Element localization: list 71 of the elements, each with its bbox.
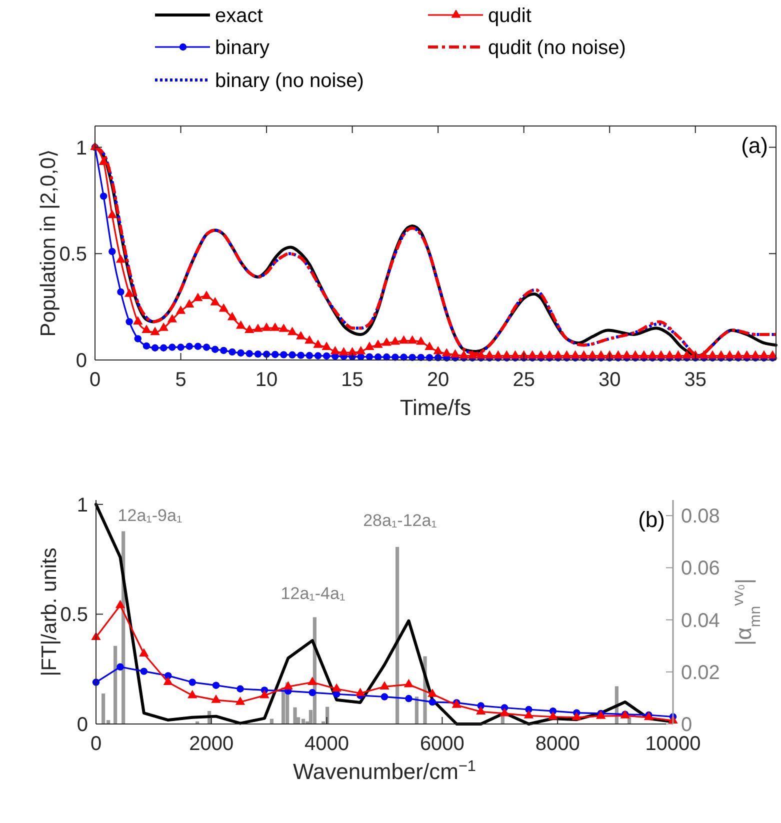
point [380,681,390,690]
y-tick-label: 0 [76,714,88,736]
bar [293,707,297,724]
point [380,693,388,700]
annotation: (a) [741,133,768,158]
point [333,690,340,698]
x-tick-label: 35 [684,369,707,391]
point [355,688,366,696]
point [572,712,582,720]
point [188,690,198,698]
y-axis-title: |FT|/arb. units [38,548,61,676]
y2-tick-label: 0 [681,714,692,736]
x-tick-label: 10 [255,369,278,391]
x-tick-label: 10000 [645,733,701,755]
point [116,663,124,670]
annotation: (b) [638,507,665,532]
x-tick-label: 0 [90,733,102,755]
x-tick-label: 30 [598,369,621,391]
bar [114,646,118,724]
x-tick-label: 8000 [535,733,580,755]
point [308,688,316,696]
y2-tick-label: 0.04 [681,610,720,632]
point [140,668,148,675]
y2-tick-label: 0.06 [681,558,720,580]
point [260,690,270,698]
y-tick-label: 0.5 [60,604,88,626]
point [212,682,220,689]
point [405,694,412,702]
x-tick-label: 4000 [304,733,350,755]
x-axis-title: Time/fs [400,395,472,420]
bar [414,696,418,724]
point [332,683,342,692]
point [476,706,486,714]
annotation: 12a₁-4a₁ [280,584,346,603]
y2-tick-label: 0.02 [681,662,720,684]
y-tick-label: 1 [76,494,88,516]
point [428,698,436,706]
bar [396,546,400,724]
point [139,648,149,656]
x-tick-label: 5 [175,369,186,391]
point [211,694,221,703]
x-tick-label: 2000 [189,733,234,755]
y-tick-label: 0.5 [59,244,87,266]
x-tick-label: 15 [341,369,364,391]
y-tick-label: 1 [76,137,87,160]
x-tick-label: 6000 [420,733,464,755]
point [500,708,510,716]
point [236,685,244,692]
x-tick-label: 20 [426,369,450,391]
legend-label: qudit [488,5,532,27]
point [404,678,414,688]
legend-label: exact [215,5,264,27]
annotation: 12a₁-9a₁ [118,506,182,525]
y-tick-label: 0 [76,350,87,372]
point [283,681,293,690]
x-tick-label: 25 [512,369,535,391]
annotation: 28a₁-12a₁ [363,511,438,530]
y2-tick-label: 0.08 [681,506,720,528]
point [188,678,196,686]
x-axis-title: Wavenumber/cm$^{−1}$ [292,758,476,784]
legend-label: binary (no noise) [215,70,364,92]
point [308,676,318,686]
legend-label: qudit (no noise) [488,37,626,59]
point [163,676,173,686]
point [548,711,558,720]
y-axis-title: Population in |2,0,0⟩ [37,149,60,337]
point [428,688,438,697]
point [235,696,246,705]
point [115,600,126,608]
point [524,710,534,718]
legend-label: binary [215,37,270,59]
